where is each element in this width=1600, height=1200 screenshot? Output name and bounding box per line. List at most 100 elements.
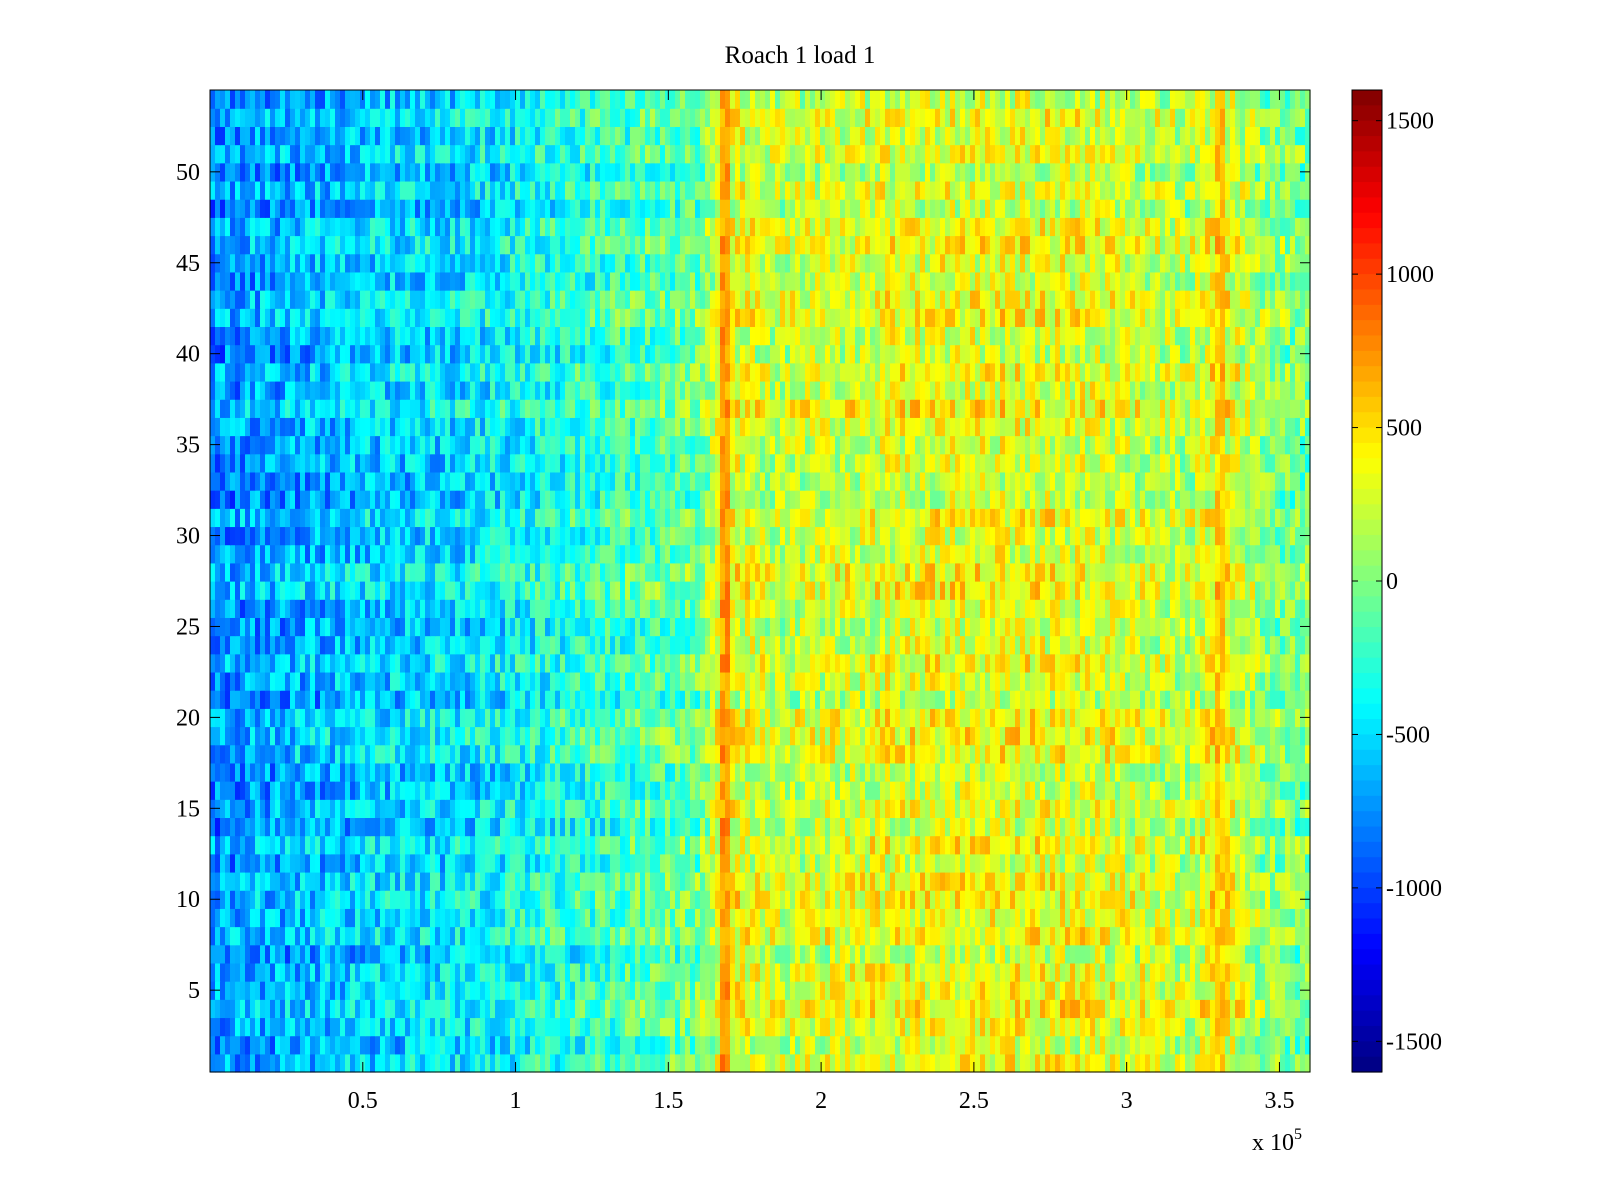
heatmap-cell xyxy=(865,962,871,982)
heatmap-cell xyxy=(795,871,801,891)
heatmap-cell xyxy=(635,926,641,946)
heatmap-cell xyxy=(405,926,411,946)
heatmap-cell xyxy=(1210,726,1216,746)
heatmap-cell xyxy=(1040,817,1046,837)
heatmap-cell xyxy=(525,999,531,1019)
heatmap-cell xyxy=(690,799,696,819)
heatmap-cell xyxy=(520,890,526,909)
heatmap-cell xyxy=(235,708,241,728)
heatmap-cell xyxy=(1215,671,1221,691)
heatmap-cell xyxy=(720,781,726,800)
heatmap-cell xyxy=(410,781,416,800)
heatmap-cell xyxy=(905,1053,911,1073)
heatmap-cell xyxy=(1085,726,1091,746)
heatmap-cell xyxy=(1185,1035,1191,1055)
heatmap-cell xyxy=(970,1017,976,1037)
heatmap-cell xyxy=(450,908,456,928)
heatmap-cell xyxy=(1195,962,1201,982)
heatmap-cell xyxy=(300,726,306,746)
heatmap-cell xyxy=(290,1017,296,1037)
heatmap-cell xyxy=(245,817,251,837)
heatmap-cell xyxy=(470,744,476,764)
heatmap-cell xyxy=(245,653,251,673)
heatmap-cell xyxy=(685,708,691,728)
heatmap-cell xyxy=(1260,726,1266,746)
heatmap-cell xyxy=(800,671,806,691)
heatmap-cell xyxy=(885,671,891,691)
heatmap-cell xyxy=(440,1017,446,1037)
heatmap-cell xyxy=(1015,999,1021,1019)
heatmap-cell xyxy=(260,671,266,691)
heatmap-cell xyxy=(475,653,481,673)
heatmap-cell xyxy=(715,726,721,746)
heatmap-cell xyxy=(360,835,366,855)
heatmap-cell xyxy=(275,944,281,964)
heatmap-cell xyxy=(880,890,886,909)
heatmap-cell xyxy=(360,908,366,928)
heatmap-cell xyxy=(765,1017,771,1037)
heatmap-cell xyxy=(670,926,676,946)
heatmap-cell xyxy=(240,835,246,855)
heatmap-cell xyxy=(1050,799,1056,819)
heatmap-cell xyxy=(965,1035,971,1055)
heatmap-cell xyxy=(1035,726,1041,746)
heatmap-cell xyxy=(1015,962,1021,982)
heatmap-cell xyxy=(1060,981,1066,1000)
heatmap-cell xyxy=(675,708,681,728)
heatmap-cell xyxy=(380,671,386,691)
heatmap-cell xyxy=(595,871,601,891)
heatmap-cell xyxy=(445,690,451,709)
heatmap-cell xyxy=(1205,908,1211,928)
heatmap-cell xyxy=(400,999,406,1019)
heatmap-cell xyxy=(950,962,956,982)
heatmap-cell xyxy=(315,835,321,855)
heatmap-cell xyxy=(1260,908,1266,928)
heatmap-cell xyxy=(1215,781,1221,800)
heatmap-cell xyxy=(540,871,546,891)
heatmap-cell xyxy=(590,890,596,909)
heatmap-cell xyxy=(880,744,886,764)
heatmap-cell xyxy=(1005,1035,1011,1055)
heatmap-cell xyxy=(425,944,431,964)
heatmap-cell xyxy=(510,799,516,819)
heatmap-cell xyxy=(1020,799,1026,819)
heatmap-cell xyxy=(590,762,596,782)
heatmap-cell xyxy=(1305,944,1311,964)
heatmap-cell xyxy=(1265,871,1271,891)
heatmap-cell xyxy=(1145,944,1151,964)
heatmap-cell xyxy=(805,1035,811,1055)
heatmap-cell xyxy=(575,871,581,891)
heatmap-cell xyxy=(780,835,786,855)
heatmap-cell xyxy=(270,853,276,873)
heatmap-cell xyxy=(790,653,796,673)
heatmap-cell xyxy=(610,999,616,1019)
heatmap-cell xyxy=(1080,890,1086,909)
heatmap-cell xyxy=(830,835,836,855)
heatmap-cell xyxy=(755,926,761,946)
heatmap-cell xyxy=(705,890,711,909)
heatmap-cell xyxy=(885,853,891,873)
heatmap-cell xyxy=(560,1053,566,1073)
heatmap-cell xyxy=(395,781,401,800)
heatmap-cell xyxy=(995,1053,1001,1073)
heatmap-cell xyxy=(1160,1017,1166,1037)
heatmap-cell xyxy=(725,981,731,1000)
heatmap-cell xyxy=(505,926,511,946)
heatmap-cell xyxy=(605,726,611,746)
heatmap-cell xyxy=(945,726,951,746)
heatmap-cell xyxy=(1235,690,1241,709)
heatmap-cell xyxy=(220,708,226,728)
heatmap-cell xyxy=(820,981,826,1000)
heatmap-cell xyxy=(225,1053,231,1073)
heatmap-cell xyxy=(690,835,696,855)
heatmap-cell xyxy=(645,871,651,891)
heatmap-cell xyxy=(265,653,271,673)
heatmap-cell xyxy=(1230,762,1236,782)
heatmap-cell xyxy=(940,653,946,673)
heatmap-cell xyxy=(475,908,481,928)
heatmap-cell xyxy=(355,1035,361,1055)
heatmap-cell xyxy=(455,999,461,1019)
heatmap-cell xyxy=(995,890,1001,909)
heatmap-cell xyxy=(495,1053,501,1073)
heatmap-cell xyxy=(280,853,286,873)
